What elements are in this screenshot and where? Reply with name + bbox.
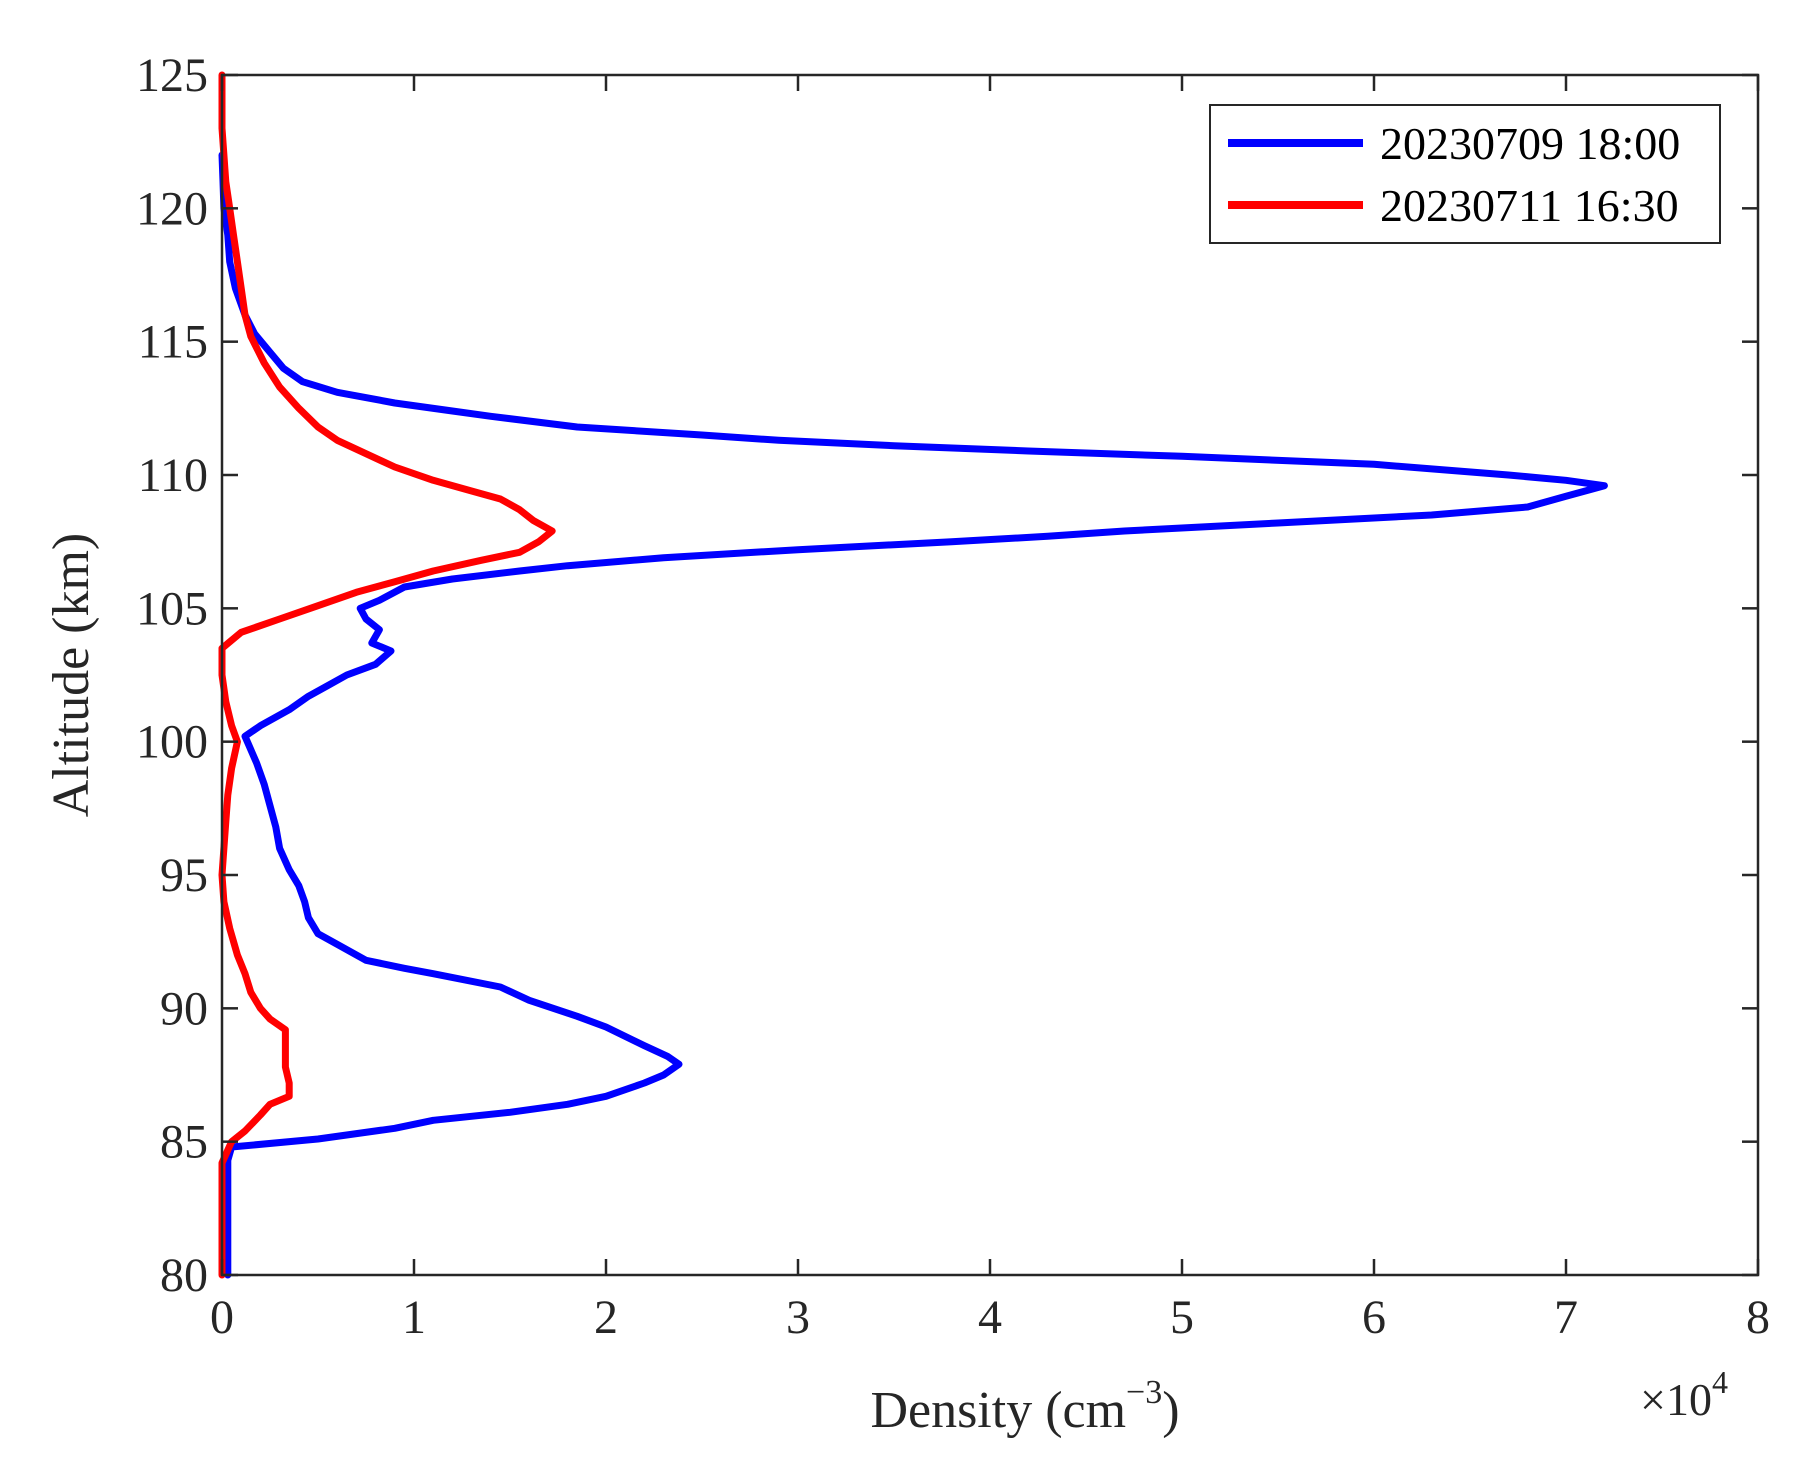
x-tick-label: 7: [1554, 1291, 1578, 1344]
y-tick-label: 115: [138, 316, 208, 369]
y-tick-label: 80: [160, 1249, 208, 1302]
x-tick-label: 2: [594, 1291, 618, 1344]
series-layer: [218, 71, 1608, 1279]
y-tick-label: 125: [136, 49, 208, 102]
x-axis-ticks: 0 1 2 3 4 5 6 7 8: [210, 75, 1770, 1344]
legend-label: 20230709 18:00: [1380, 118, 1680, 169]
x-tick-label: 8: [1746, 1291, 1770, 1344]
y-tick-label: 110: [138, 449, 208, 502]
y-tick-label: 120: [136, 182, 208, 235]
series-line-1: [218, 71, 556, 1279]
legend-label: 20230711 16:30: [1380, 180, 1679, 231]
plot-frame: [220, 73, 1760, 1277]
y-tick-label: 95: [160, 849, 208, 902]
x-axis-title-suffix: ): [1162, 1382, 1179, 1439]
x-tick-label: 1: [402, 1291, 426, 1344]
y-tick-label: 85: [160, 1116, 208, 1169]
x-tick-label: 3: [786, 1291, 810, 1344]
y-axis-ticks: 80 85 90 95 100 105 110 115 120 125: [136, 49, 1758, 1302]
x-axis-title: Density (cm−3): [870, 1374, 1179, 1439]
x-tick-label: 5: [1170, 1291, 1194, 1344]
x-tick-label: 4: [978, 1291, 1002, 1344]
y-tick-label: 105: [136, 582, 208, 635]
y-tick-label: 100: [136, 716, 208, 769]
x-axis-multiplier-base: ×10: [1640, 1374, 1712, 1425]
y-axis-title: Altitude (km): [43, 533, 100, 818]
x-tick-label: 0: [210, 1291, 234, 1344]
x-axis-title-superscript: −3: [1126, 1374, 1162, 1411]
x-axis-multiplier-exponent: 4: [1712, 1364, 1728, 1400]
legend: 20230709 18:00 20230711 16:30: [1209, 104, 1721, 244]
x-axis-multiplier: ×104: [1640, 1364, 1728, 1425]
x-axis-title-prefix: Density (cm: [870, 1382, 1126, 1439]
x-tick-label: 6: [1362, 1291, 1386, 1344]
y-tick-label: 90: [160, 982, 208, 1035]
legend-box: [1209, 104, 1721, 244]
series-line-0: [218, 151, 1608, 1279]
